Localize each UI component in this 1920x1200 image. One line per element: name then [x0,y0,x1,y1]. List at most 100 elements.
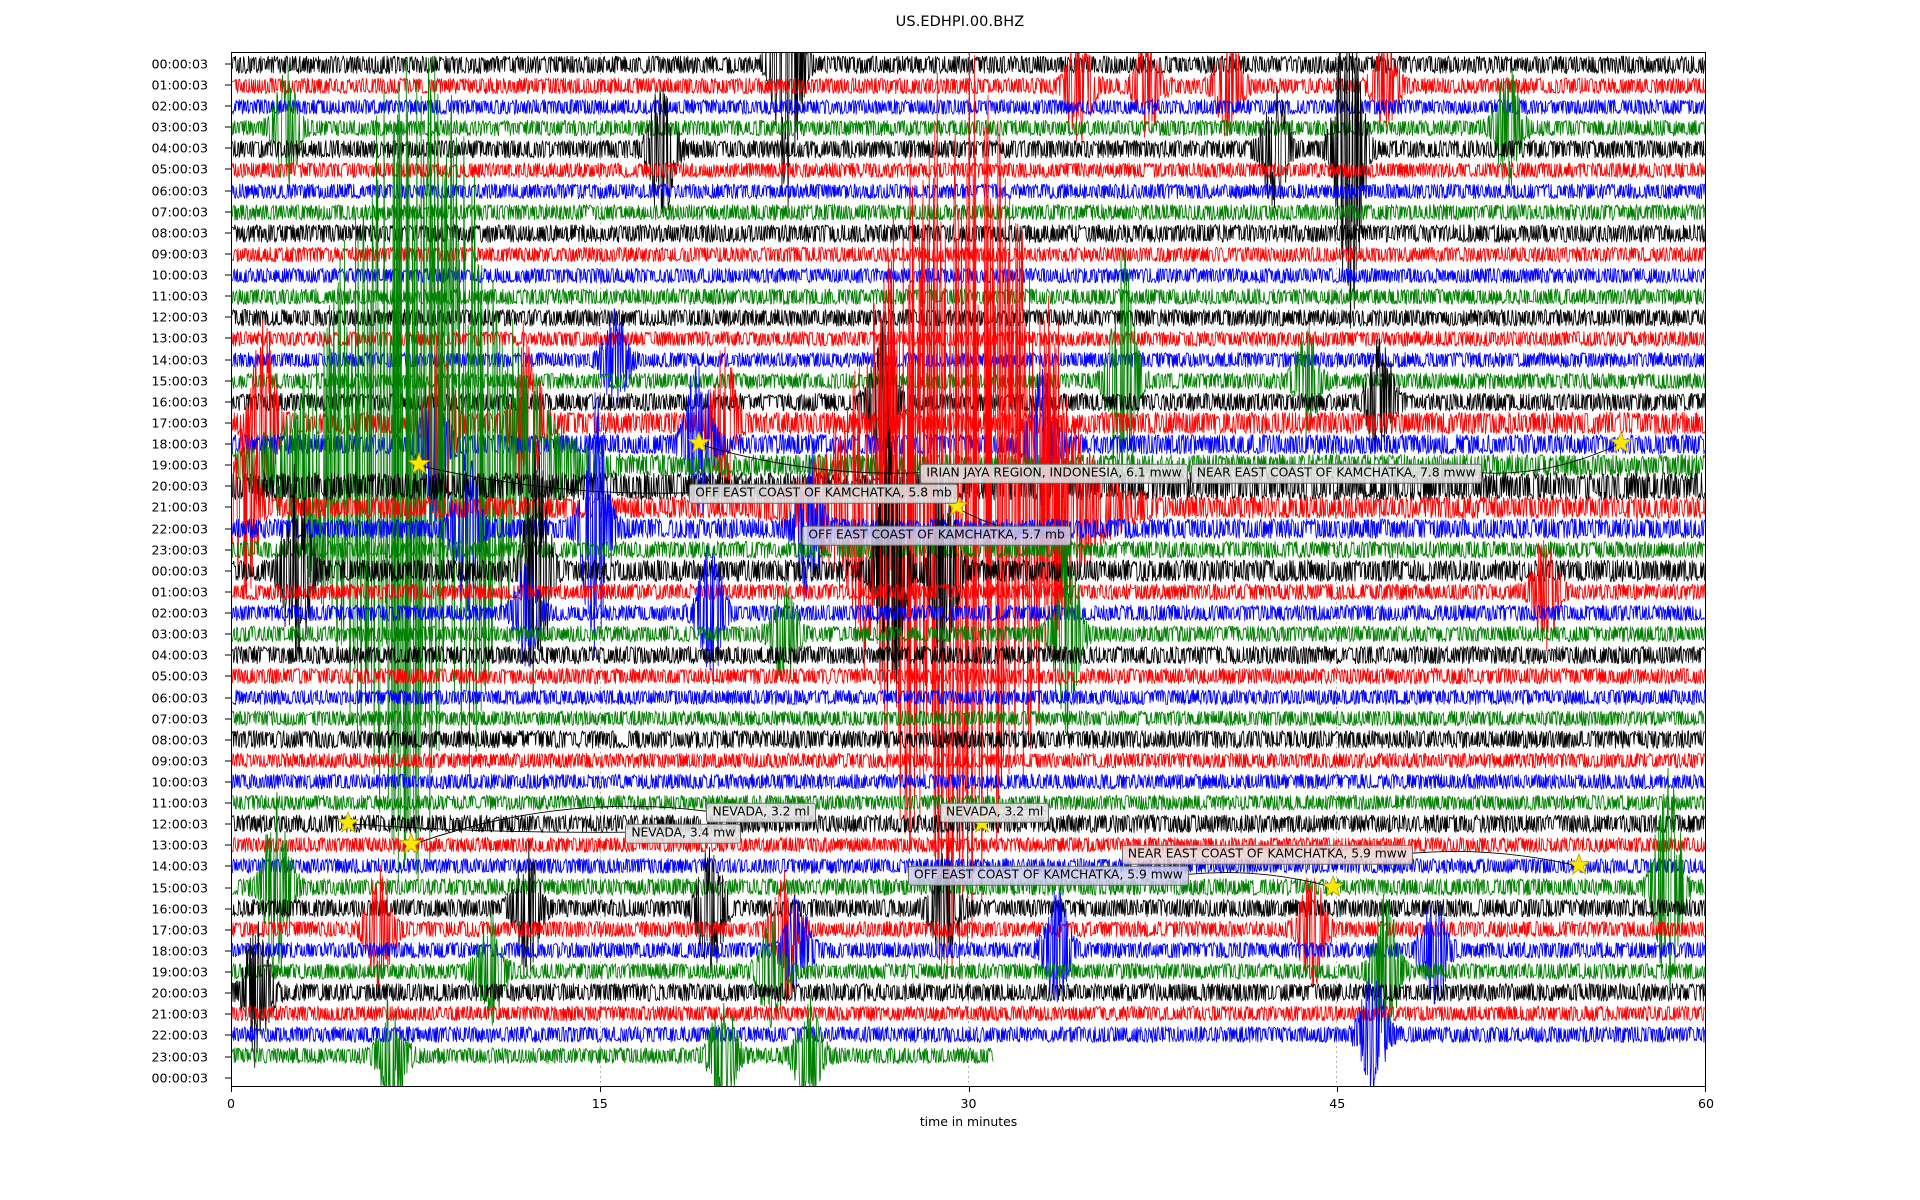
y-tick-mark [225,1013,231,1015]
y-tick-label: 11:00:03 [151,288,208,304]
y-tick-label: 23:00:03 [151,542,208,558]
y-tick-mark [225,464,231,466]
y-tick-label: 11:00:03 [151,795,208,811]
y-tick-label: 07:00:03 [151,204,208,220]
event-label-event-kamchatka-59-off[interactable]: OFF EAST COAST OF KAMCHATKA, 5.9 mww [908,865,1189,887]
y-tick-mark [225,401,231,403]
y-tick-mark [225,718,231,720]
y-tick-mark [225,359,231,361]
star-icon-event-kamchatka-59-off [1321,874,1345,903]
y-tick-mark [225,654,231,656]
y-tick-label: 06:00:03 [151,690,208,705]
y-tick-label: 17:00:03 [151,922,208,938]
event-label-event-irian-jaya[interactable]: IRIAN JAYA REGION, INDONESIA, 6.1 mww [920,463,1188,484]
y-tick-mark [225,992,231,994]
x-tick-label: 30 [960,1096,977,1111]
y-tick-mark [225,802,231,804]
y-tick-label: 08:00:03 [151,225,208,241]
event-label-event-kamchatka-78[interactable]: NEAR EAST COAST OF KAMCHATKA, 7.8 mww [1190,463,1482,484]
y-tick-mark [225,823,231,825]
y-axis-tick-labels: 00:00:03 01:00:03 02:00:03 03:00:03 04:00:03… [0,52,222,1087]
x-tick-mark [599,1087,601,1092]
y-tick-label: 16:00:03 [151,901,208,917]
y-tick-label: 04:00:03 [151,647,208,663]
y-tick-mark [225,63,231,65]
y-tick-label: 17:00:03 [151,415,208,431]
seismic-traces [232,53,1705,1086]
y-tick-mark [225,147,231,149]
y-tick-label: 19:00:03 [151,457,208,473]
y-tick-mark [225,570,231,572]
y-tick-label: 18:00:03 [151,943,208,959]
y-tick-label: 00:00:03 [151,56,208,72]
y-tick-mark [225,232,231,234]
y-tick-label: 05:00:03 [151,161,208,177]
y-tick-mark [225,908,231,910]
y-tick-mark [225,739,231,741]
y-tick-label: 22:00:03 [151,1027,208,1043]
y-tick-label: 00:00:03 [151,563,208,579]
y-tick-label: 12:00:03 [151,816,208,832]
y-tick-mark [225,506,231,508]
event-label-event-kamchatka-58[interactable]: OFF EAST COAST OF KAMCHATKA, 5.8 mb [689,483,958,504]
y-tick-label: 09:00:03 [151,246,208,262]
x-tick-mark [231,1087,232,1092]
x-axis-title: time in minutes [919,1114,1018,1129]
y-tick-mark [225,633,231,635]
y-tick-label: 00:00:03 [151,1070,208,1086]
event-label-event-kamchatka-57[interactable]: OFF EAST COAST OF KAMCHATKA, 5.7 mb [802,525,1071,547]
y-tick-mark [225,887,231,889]
y-tick-mark [225,190,231,192]
event-label-event-nevada-32b[interactable]: NEVADA, 3.2 ml [940,802,1050,823]
page-title: US.EDHPI.00.BHZ [895,14,1025,30]
event-label-event-nevada-34[interactable]: NEVADA, 3.4 mw [625,823,742,844]
y-tick-label: 10:00:03 [151,774,208,790]
y-tick-mark [225,337,231,339]
x-tick-mark [968,1087,970,1092]
x-tick-label: 45 [1329,1096,1346,1111]
y-tick-label: 21:00:03 [151,499,208,515]
y-tick-mark [225,1034,231,1036]
y-tick-label: 14:00:03 [151,352,208,368]
y-tick-label: 03:00:03 [151,119,208,135]
y-tick-label: 10:00:03 [151,267,208,283]
y-tick-mark [225,781,231,783]
y-tick-mark [225,380,231,382]
event-label-event-kamchatka-59-near[interactable]: NEAR EAST COAST OF KAMCHATKA, 5.9 mww [1121,844,1413,866]
y-tick-label: 04:00:03 [151,140,208,156]
star-icon-event-kamchatka-78 [1609,430,1633,459]
y-tick-mark [225,105,231,107]
x-axis-tick-labels: 0 15 30 45 60 [227,1087,1714,1127]
y-tick-mark [225,168,231,170]
x-tick-label: 15 [591,1096,608,1111]
y-tick-mark [225,84,231,86]
y-tick-mark [225,485,231,487]
y-tick-mark [225,865,231,867]
event-label-event-nevada-32a[interactable]: NEVADA, 3.2 ml [706,802,816,823]
y-tick-label: 21:00:03 [151,1006,208,1022]
y-tick-label: 13:00:03 [151,330,208,346]
y-tick-mark [225,528,231,530]
y-tick-label: 08:00:03 [151,732,208,748]
y-tick-mark [225,929,231,931]
y-tick-mark [225,443,231,445]
y-tick-label: 19:00:03 [151,964,208,980]
y-tick-label: 20:00:03 [151,985,208,1001]
y-tick-label: 06:00:03 [151,183,208,199]
y-tick-label: 13:00:03 [151,837,208,853]
star-icon-event-irian-jaya [687,430,711,459]
y-tick-label: 07:00:03 [151,711,208,727]
y-tick-mark [225,591,231,593]
y-tick-label: 02:00:03 [151,98,208,114]
y-tick-mark [225,760,231,762]
y-tick-label: 09:00:03 [151,753,208,769]
star-icon-event-kamchatka-59-near [1567,853,1591,881]
y-tick-mark [225,211,231,213]
y-tick-mark [225,295,231,297]
y-tick-mark [225,316,231,318]
annotation-leader-lines [347,443,1619,888]
y-tick-mark [225,253,231,255]
y-tick-mark [225,1077,231,1079]
y-tick-mark [225,549,231,551]
plot-area: IRIAN JAYA REGION, INDONESIA, 6.1 mww NEA… [231,52,1706,1087]
